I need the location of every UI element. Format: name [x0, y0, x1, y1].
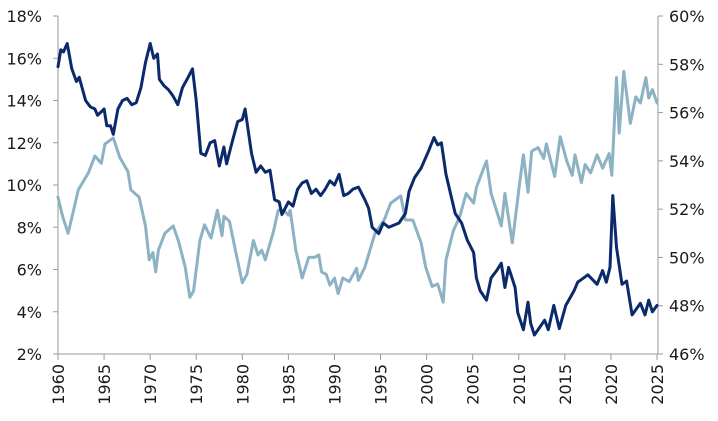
- x-tick-label: 1985: [279, 364, 298, 405]
- y-right-tick-label: 54%: [669, 152, 705, 171]
- y-left-tick-label: 14%: [6, 92, 42, 111]
- y-left-tick-label: 8%: [17, 218, 42, 237]
- x-tick-label: 1965: [95, 364, 114, 405]
- x-tick-label: 2015: [556, 364, 575, 405]
- y-left-tick-label: 16%: [6, 49, 42, 68]
- series-line-left-axis: [56, 42, 659, 337]
- y-left-tick-label: 18%: [6, 7, 42, 26]
- y-left-tick-label: 10%: [6, 176, 42, 195]
- x-tick-label: 1970: [141, 364, 160, 405]
- y-right-tick-label: 52%: [669, 200, 705, 219]
- y-right-tick-label: 60%: [669, 7, 705, 26]
- y-right-tick-label: 50%: [669, 248, 705, 267]
- series-lines: [56, 42, 659, 337]
- axes: 2% 4% 6% 8% 10% 12% 14% 16% 18% 46% 48% 50% 52% 54% 56…: [6, 7, 704, 405]
- x-tick-label: 1975: [187, 364, 206, 405]
- x-tick-label: 1960: [49, 364, 68, 405]
- series-line-right-axis: [56, 70, 659, 304]
- x-tick-label: 1980: [233, 364, 252, 405]
- y-right-tick-label: 56%: [669, 104, 705, 123]
- y-right-tick-label: 48%: [669, 297, 705, 316]
- x-tick-label: 1990: [325, 364, 344, 405]
- x-tick-label: 1995: [372, 364, 391, 405]
- y-left-tick-label: 2%: [17, 345, 42, 364]
- y-right-tick-label: 46%: [669, 345, 705, 364]
- y-left-tick-label: 4%: [17, 303, 42, 322]
- y-left-tick-label: 6%: [17, 261, 42, 280]
- x-tick-label: 2000: [418, 364, 437, 405]
- x-tick-label: 2020: [602, 364, 621, 405]
- y-left-tick-label: 12%: [6, 134, 42, 153]
- y-right-tick-label: 58%: [669, 55, 705, 74]
- x-tick-label: 2005: [464, 364, 483, 405]
- x-tick-label: 2025: [648, 364, 667, 405]
- x-tick-label: 2010: [510, 364, 529, 405]
